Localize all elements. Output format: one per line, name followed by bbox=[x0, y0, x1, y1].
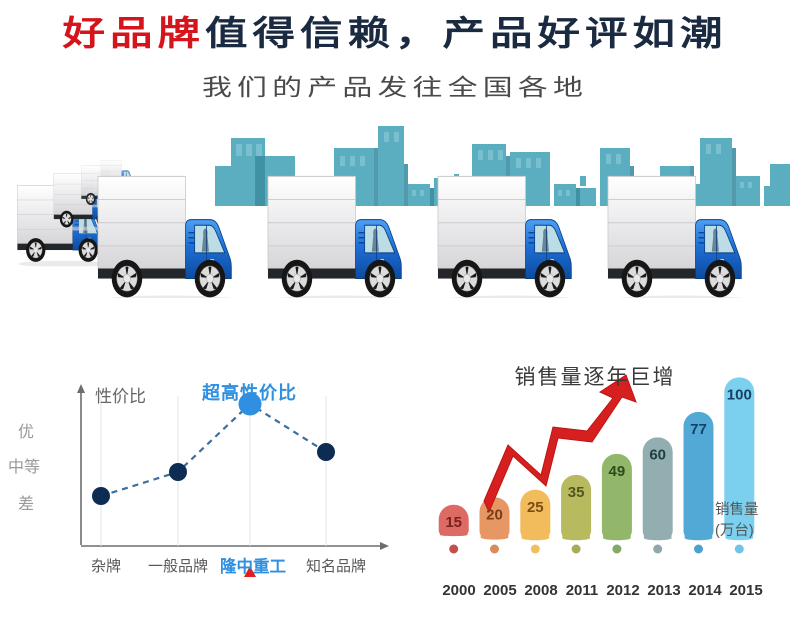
svg-text:49: 49 bbox=[609, 463, 626, 480]
svg-text:60: 60 bbox=[649, 446, 666, 463]
svg-text:25: 25 bbox=[527, 499, 544, 516]
svg-text:20: 20 bbox=[486, 506, 503, 523]
svg-text:15: 15 bbox=[445, 514, 462, 531]
svg-text:77: 77 bbox=[690, 421, 707, 438]
svg-text:35: 35 bbox=[568, 484, 585, 501]
